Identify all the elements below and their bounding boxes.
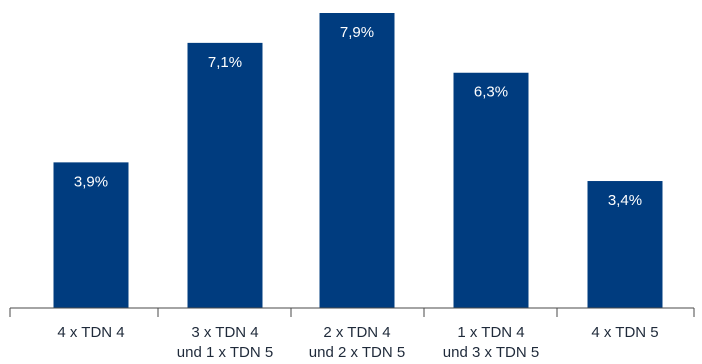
x-tick-label-line: und 2 x TDN 5 [309,344,405,361]
x-tick-label-1: 4 x TDN 4 [57,324,124,341]
bars-group [53,13,663,309]
x-tick-label-5: 4 x TDN 5 [591,324,658,341]
bar-2 [187,42,263,309]
x-tick-label-line: 3 x TDN 4 [191,324,258,341]
x-axis-ticks [9,308,695,317]
bar-1 [53,162,129,308]
bar-3 [319,13,395,308]
bar-value-label-2: 7,1% [208,54,242,71]
bar-value-label-1: 3,9% [74,173,108,190]
bar-value-label-5: 3,4% [608,192,642,209]
x-tick-label-line: und 1 x TDN 5 [177,344,273,361]
x-tick-labels: 4 x TDN 4 3 x TDN 4 und 1 x TDN 5 2 x TDN 4… [57,324,658,361]
x-tick-label-line: 1 x TDN 4 [457,324,524,341]
x-tick-label-4: 1 x TDN 4 und 3 x TDN 5 [443,324,539,361]
bar-value-label-4: 6,3% [474,84,508,101]
x-tick-label-line: und 3 x TDN 5 [443,344,539,361]
bar-4 [453,72,529,309]
value-labels-group: 3,9% 7,1% 7,9% 6,3% 3,4% [74,24,642,209]
x-tick-label-2: 3 x TDN 4 und 1 x TDN 5 [177,324,273,361]
bar-5 [587,181,663,308]
x-axis: 4 x TDN 4 3 x TDN 4 und 1 x TDN 5 2 x TDN 4… [9,307,695,361]
x-tick-label-3: 2 x TDN 4 und 2 x TDN 5 [309,324,405,361]
x-tick-label-line: 4 x TDN 5 [591,324,658,341]
x-tick-label-line: 2 x TDN 4 [323,324,390,341]
x-tick-label-line: 4 x TDN 4 [57,324,124,341]
bar-value-label-3: 7,9% [340,24,374,41]
